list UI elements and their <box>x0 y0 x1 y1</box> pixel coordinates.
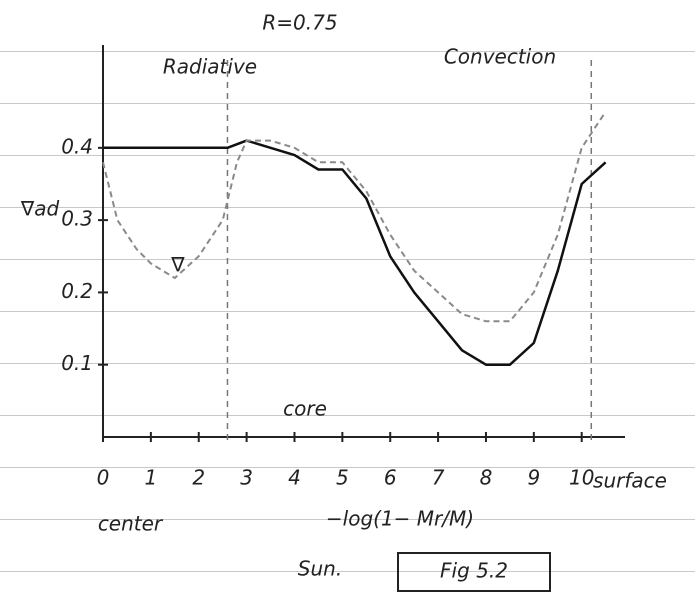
series-line <box>103 139 607 366</box>
x-tick-label: 3 <box>240 466 253 490</box>
annotation: Sun. <box>298 557 342 581</box>
x-tick-label: 9 <box>527 466 540 490</box>
chart-title: R=0.75 <box>262 11 337 35</box>
legend-label: ∇ad <box>20 197 60 221</box>
x-tick-label: 4 <box>288 466 301 490</box>
x-axis-label: −log(1− Mr/M) <box>326 507 474 531</box>
series-line <box>102 111 607 323</box>
caption-box <box>397 552 551 592</box>
legend-label: ∇ <box>170 253 185 277</box>
region-label: Convection <box>444 45 556 69</box>
caption: Fig 5.2 <box>440 559 508 583</box>
x-tick-label: 7 <box>432 466 445 490</box>
x-tick-label: 1 <box>145 466 158 490</box>
y-tick-label: 0.4 <box>61 134 93 158</box>
y-tick-label: 0.1 <box>61 351 93 375</box>
x-tick-label: 2 <box>192 466 205 490</box>
annotation: surface <box>593 469 667 493</box>
x-tick-label: 8 <box>480 466 493 490</box>
region-label: Radiative <box>163 55 257 79</box>
x-tick-label: 10 <box>569 466 594 490</box>
x-tick-label: 0 <box>97 466 110 490</box>
x-tick-label: 6 <box>384 466 397 490</box>
y-tick-label: 0.2 <box>61 279 93 303</box>
annotation: core <box>283 397 327 421</box>
annotation: center <box>98 512 164 536</box>
y-tick-label: 0.3 <box>61 207 93 231</box>
x-tick-label: 5 <box>336 466 349 490</box>
